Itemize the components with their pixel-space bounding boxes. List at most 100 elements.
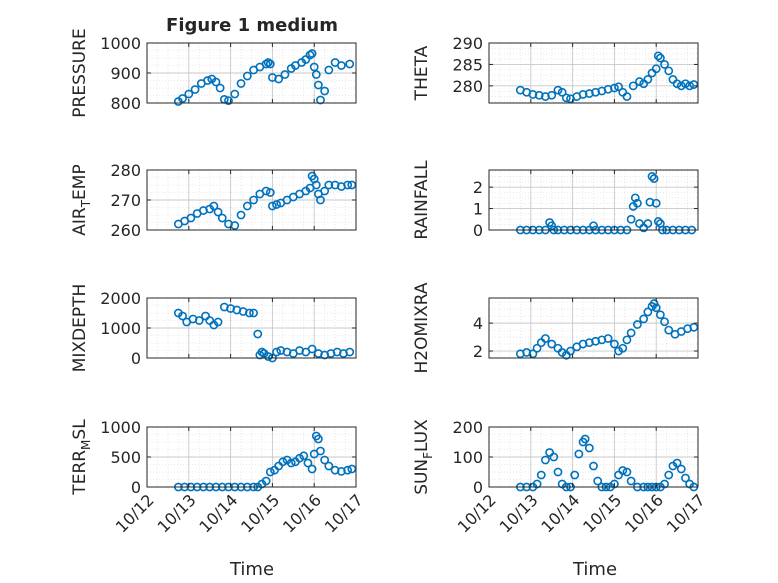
y-axis-label: THETA (412, 45, 432, 101)
y-axis-label: H2OMIXRA (412, 282, 432, 373)
data-point (320, 86, 330, 96)
y-tick-label: 260 (110, 221, 141, 240)
data-point (689, 322, 699, 332)
data-point (685, 81, 695, 91)
data-point (242, 201, 252, 211)
data-point (681, 79, 690, 89)
y-tick-label: 900 (110, 64, 141, 83)
data-point (655, 53, 665, 63)
y-tick-label: 500 (110, 448, 141, 467)
data-point (263, 58, 273, 67)
data-point (639, 314, 649, 324)
data-point (186, 213, 196, 223)
data-point (236, 79, 246, 88)
data-point (626, 214, 636, 224)
y-tick-label: 0 (473, 478, 483, 497)
data-point (203, 76, 213, 85)
data-point (589, 461, 598, 471)
data-point (672, 458, 682, 468)
data-point (643, 307, 653, 317)
data-point (655, 310, 665, 320)
data-point (324, 65, 334, 75)
data-point (630, 193, 640, 203)
data-point (681, 473, 690, 483)
data-point (672, 79, 682, 89)
data-point (622, 335, 632, 345)
data-point (632, 198, 642, 208)
data-point (336, 61, 346, 70)
data-point (280, 70, 290, 79)
data-point (245, 308, 254, 318)
data-point (651, 198, 661, 208)
data-point (274, 74, 284, 84)
data-point (257, 347, 267, 357)
data-point (343, 465, 353, 475)
y-tick-label: 4 (473, 314, 483, 333)
data-point (309, 62, 319, 72)
data-point (626, 476, 636, 486)
data-point (610, 479, 619, 489)
data-point (316, 195, 325, 205)
data-point (213, 207, 223, 217)
data-point (272, 347, 281, 357)
data-point (541, 455, 550, 465)
y-tick-label: 290 (452, 34, 483, 53)
data-point (278, 457, 288, 467)
data-point (178, 94, 187, 103)
data-point (320, 455, 330, 465)
data-point (614, 82, 623, 92)
data-point (211, 77, 221, 87)
y-tick-label: 1000 (100, 34, 141, 53)
data-point (557, 87, 567, 97)
data-point (194, 316, 204, 325)
data-point (574, 449, 584, 459)
data-point (651, 64, 661, 74)
data-point (184, 89, 194, 99)
data-point (547, 221, 557, 231)
data-point (618, 466, 628, 475)
y-axis-label: PRESSURE (70, 28, 90, 117)
data-point (261, 186, 271, 196)
data-point (324, 461, 334, 471)
data-point (549, 452, 559, 462)
data-point (263, 352, 273, 361)
x-axis-label-left: Time (229, 559, 274, 580)
y-tick-label: 0 (473, 221, 483, 240)
data-point (307, 49, 317, 58)
data-point (209, 201, 219, 211)
y-tick-label: 0 (131, 478, 141, 497)
data-point (553, 467, 563, 477)
data-point (649, 299, 659, 308)
y-tick-label: 1 (473, 200, 483, 219)
data-point (190, 85, 200, 94)
y-axis-label: RAINFALL (412, 160, 432, 240)
data-point (224, 96, 233, 105)
data-point (249, 195, 258, 205)
y-tick-label: 280 (452, 77, 483, 96)
data-point (541, 334, 550, 343)
data-point (584, 443, 594, 453)
data-point (651, 303, 661, 313)
data-point (566, 346, 575, 356)
data-point (272, 200, 281, 209)
data-point (230, 89, 240, 99)
data-point (664, 66, 674, 76)
data-point (532, 479, 542, 489)
data-point (643, 75, 653, 84)
data-point (643, 219, 653, 228)
data-point (307, 344, 317, 354)
y-tick-label: 285 (452, 55, 483, 74)
data-point (603, 334, 613, 343)
data-point (320, 186, 330, 196)
data-point (265, 59, 275, 69)
data-point (664, 325, 674, 335)
data-point (230, 221, 240, 230)
data-point (305, 50, 315, 60)
data-point (653, 51, 663, 61)
data-point (299, 451, 309, 461)
data-point (215, 83, 225, 93)
y-tick-label: 2000 (100, 289, 141, 308)
data-point (311, 180, 321, 190)
